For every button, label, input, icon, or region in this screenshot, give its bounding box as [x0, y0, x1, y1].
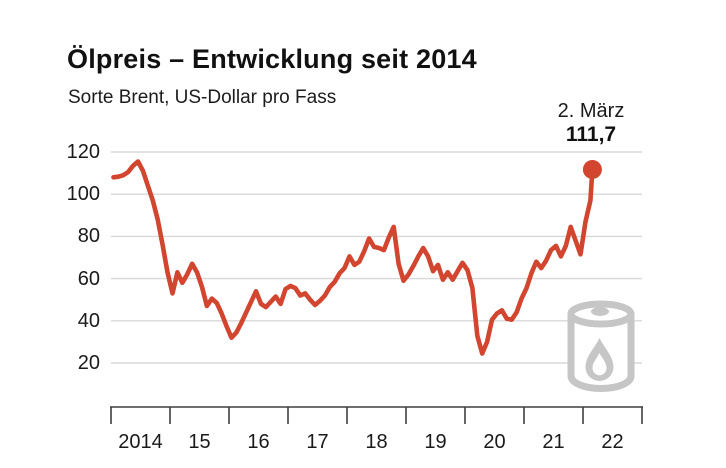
x-tick-label: 22 — [601, 431, 624, 453]
y-tick-label: 120 — [66, 141, 100, 163]
x-tick-label: 18 — [365, 431, 388, 453]
chart-title: Ölpreis – Entwicklung seit 2014 — [67, 44, 477, 74]
endpoint-value-label: 111,7 — [565, 123, 617, 146]
y-tick-label: 40 — [77, 309, 100, 332]
endpoint-annotation: 2. März 111,7 — [521, 100, 661, 146]
x-tick-label: 19 — [424, 431, 447, 453]
oil-drop-hole — [592, 353, 607, 376]
price-line — [111, 159, 595, 356]
x-tick-label: 17 — [306, 431, 329, 453]
chart-subtitle: Sorte Brent, US-Dollar pro Fass — [68, 87, 337, 108]
x-tick-label: 20 — [483, 431, 506, 453]
x-axis — [110, 406, 643, 424]
x-tick-label: 21 — [542, 431, 565, 453]
y-tick-label: 100 — [66, 183, 100, 206]
y-tick-label: 60 — [77, 267, 100, 290]
y-tick-label: 20 — [77, 352, 100, 374]
x-tick-label: 2014 — [118, 431, 163, 453]
x-tick-label: 16 — [247, 431, 270, 453]
endpoint-date-label: 2. März — [557, 100, 625, 122]
y-tick-label: 80 — [77, 225, 100, 248]
endpoint-marker — [582, 160, 602, 179]
oil-barrel-icon — [567, 300, 635, 392]
x-tick-label: 15 — [188, 431, 211, 453]
barrel-bung — [591, 307, 609, 316]
